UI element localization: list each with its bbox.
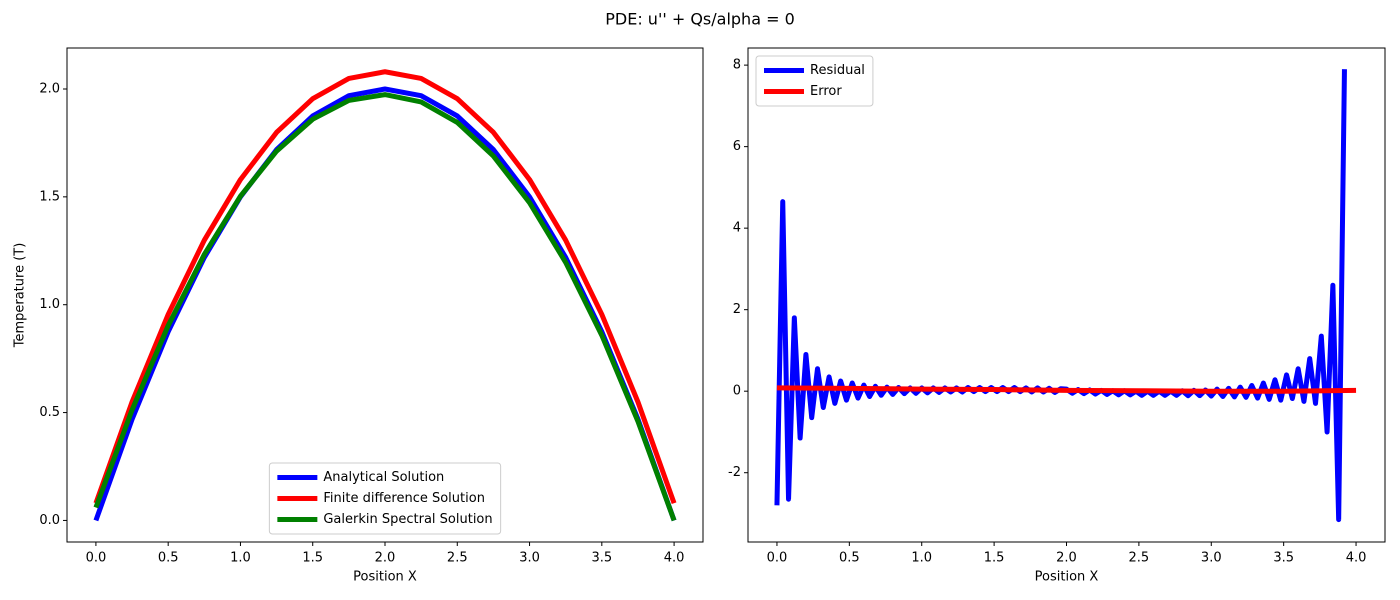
y-axis-label: Temperature (T) xyxy=(13,243,28,349)
x-tick-label: 2.5 xyxy=(1129,551,1150,566)
legend-label: Error xyxy=(810,84,842,99)
x-tick-label: 4.0 xyxy=(664,551,685,566)
series-line xyxy=(776,385,1357,394)
x-tick-label: 2.0 xyxy=(375,551,396,566)
plot-area xyxy=(774,69,1357,523)
legend-label: Finite difference Solution xyxy=(323,491,485,506)
x-tick-label: 2.5 xyxy=(447,551,468,566)
x-tick-label: 0.5 xyxy=(158,551,179,566)
x-tick-label: 1.0 xyxy=(911,551,932,566)
y-tick-label: 0.0 xyxy=(39,513,60,528)
x-tick-label: 2.0 xyxy=(1056,551,1077,566)
legend-box xyxy=(268,462,502,535)
x-axis-label: Position X xyxy=(1035,570,1099,585)
y-tick-label: 8 xyxy=(733,58,741,73)
y-tick-label: 2 xyxy=(733,302,741,317)
y-tick-label: -2 xyxy=(728,465,741,480)
y-tick-label: 0.5 xyxy=(39,405,60,420)
legend: Analytical Solution Finite difference Sol… xyxy=(268,462,502,535)
figure-title: PDE: u'' + Qs/alpha = 0 xyxy=(605,10,795,29)
legend-label: Analytical Solution xyxy=(323,470,444,485)
y-tick-label: 1.5 xyxy=(39,189,60,204)
axes-frame xyxy=(66,47,704,543)
legend-label: Galerkin Spectral Solution xyxy=(323,512,492,527)
x-tick-label: 3.0 xyxy=(519,551,540,566)
x-tick-label: 0.5 xyxy=(839,551,860,566)
x-tick-label: 4.0 xyxy=(1346,551,1367,566)
x-tick-label: 0.0 xyxy=(767,551,788,566)
y-tick-label: 0 xyxy=(733,384,741,399)
series-line xyxy=(93,69,677,505)
x-tick-label: 1.0 xyxy=(230,551,251,566)
x-tick-label: 3.5 xyxy=(1273,551,1294,566)
axes-frame xyxy=(747,47,1386,543)
x-tick-label: 3.0 xyxy=(1201,551,1222,566)
y-tick-label: 4 xyxy=(733,221,741,236)
series-line xyxy=(93,92,677,522)
y-tick-label: 2.0 xyxy=(39,81,60,96)
legend-label: Residual xyxy=(810,63,865,78)
x-axis-label: Position X xyxy=(353,570,417,585)
y-tick-label: 6 xyxy=(733,139,741,154)
y-tick-label: 1.0 xyxy=(39,297,60,312)
x-tick-label: 0.0 xyxy=(86,551,107,566)
plot-area xyxy=(93,69,677,522)
x-tick-label: 1.5 xyxy=(302,551,323,566)
x-tick-label: 3.5 xyxy=(591,551,612,566)
x-tick-label: 1.5 xyxy=(984,551,1005,566)
legend: Residual Error xyxy=(755,55,874,107)
